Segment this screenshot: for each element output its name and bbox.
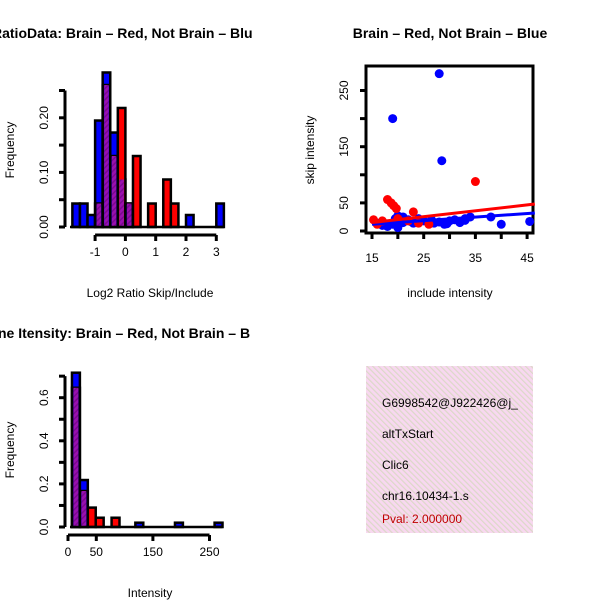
x-tick-label: 15 <box>365 251 379 265</box>
y-tick-label: 0.20 <box>37 106 51 130</box>
y-tick-label: 0.00 <box>37 215 51 239</box>
point-blue <box>437 156 447 166</box>
bar-not-brain <box>215 202 226 229</box>
x-tick-label: 0 <box>65 545 72 559</box>
bar-brain <box>110 516 121 529</box>
bar-overlap <box>104 85 109 226</box>
point-red <box>424 219 434 229</box>
point-red <box>391 204 401 214</box>
info-event-id: G6998542@J922426@j_ <box>382 396 518 410</box>
y-tick-label: 0.2 <box>37 475 51 492</box>
info-event-type: altTxStart <box>382 427 434 441</box>
x-tick-label: 35 <box>469 251 483 265</box>
point-blue <box>442 219 452 229</box>
bar-overlap <box>119 179 124 226</box>
bar-overlap <box>96 203 102 226</box>
x-tick-label: 3 <box>213 245 220 259</box>
info-pval: Pval: 2.000000 <box>382 512 462 526</box>
intensity-histogram: ne Itensity: Brain – Red, Not Brain – B … <box>0 325 250 600</box>
x-axis-label: Log2 Ratio Skip/Include <box>87 286 214 300</box>
x-tick-label: 25 <box>417 251 431 265</box>
x-axis-label: include intensity <box>407 286 492 300</box>
bar-brain <box>146 202 157 229</box>
x-axis-label: Intensity <box>128 586 173 600</box>
bar-not-brain <box>184 213 195 229</box>
y-tick-label: 0.10 <box>37 160 51 184</box>
info-background <box>366 366 533 533</box>
y-axis-label: Frequency <box>3 122 17 179</box>
x-tick-label: 1 <box>152 245 159 259</box>
info-gene: Clic6 <box>382 458 409 472</box>
bar-overlap <box>126 203 132 226</box>
info-location: chr16.10434-1.s <box>382 489 469 503</box>
bar-overlap <box>111 156 117 226</box>
point-red <box>408 207 418 217</box>
point-blue <box>496 219 506 229</box>
ratio-histogram: RatioData: Brain – Red, Not Brain – Blu … <box>0 25 253 300</box>
y-tick-label: 0.4 <box>37 432 51 449</box>
y-tick-label: 150 <box>337 136 351 156</box>
y-tick-label: 0.0 <box>37 518 51 535</box>
x-tick-label: 45 <box>520 251 534 265</box>
y-tick-label: 0.6 <box>37 389 51 406</box>
point-blue <box>388 114 398 124</box>
bar-brain <box>94 516 105 529</box>
bar-overlap <box>73 387 79 526</box>
bar-overlap <box>81 491 87 526</box>
x-tick-label: 150 <box>143 545 163 559</box>
fit-line-blue <box>371 211 535 226</box>
x-tick-label: 250 <box>199 545 219 559</box>
y-tick-label: 250 <box>337 80 351 100</box>
chart-title: RatioData: Brain – Red, Not Brain – Blu <box>0 25 253 41</box>
point-blue <box>434 69 444 79</box>
bar-brain <box>131 154 142 229</box>
x-tick-label: 0 <box>122 245 129 259</box>
bar-brain <box>169 202 180 229</box>
x-tick-label: -1 <box>90 245 101 259</box>
fit-line-red <box>371 202 536 225</box>
chart-title: Brain – Red, Not Brain – Blue <box>353 25 548 41</box>
x-tick-label: 50 <box>90 545 104 559</box>
y-axis-label: skip intensity <box>303 116 317 185</box>
y-tick-label: 50 <box>337 196 351 210</box>
y-tick-label: 0 <box>337 227 351 234</box>
point-red <box>470 177 480 187</box>
info-panel: G6998542@J922426@j_ altTxStart Clic6 chr… <box>366 366 533 533</box>
chart-title: ne Itensity: Brain – Red, Not Brain – B <box>0 325 250 341</box>
intensity-scatter: Brain – Red, Not Brain – Blue 15 25 35 45 0 5… <box>303 25 547 300</box>
y-axis-label: Frequency <box>3 422 17 479</box>
point-blue <box>525 216 535 226</box>
x-tick-label: 2 <box>183 245 190 259</box>
